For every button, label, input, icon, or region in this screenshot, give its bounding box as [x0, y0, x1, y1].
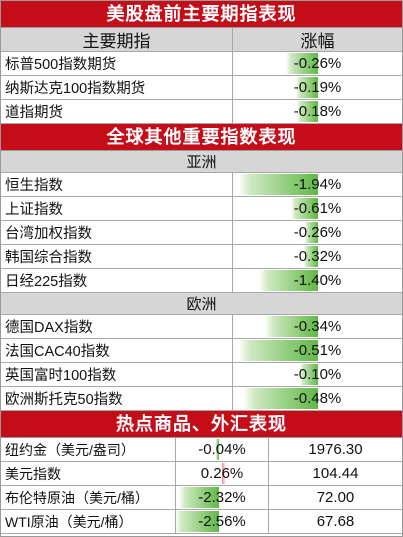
change-bar	[176, 511, 219, 532]
price-value: 72.00	[316, 489, 355, 506]
commodity-name: WTI原油（美元/桶）	[1, 510, 176, 533]
table-row: 法国CAC40指数 -0.51%	[1, 339, 402, 363]
index-name: 德国DAX指数	[1, 315, 233, 338]
index-name: 英国富时100指数	[1, 363, 233, 386]
change-bar	[259, 270, 318, 291]
change-bar	[265, 316, 318, 337]
change-cell: -1.40%	[233, 269, 402, 292]
change-value: -0.48%	[293, 390, 342, 407]
index-name: 台湾加权指数	[1, 221, 233, 244]
table-row: 标普500指数期货 -0.26%	[1, 52, 402, 76]
index-name: 法国CAC40指数	[1, 339, 233, 362]
table-row: 台湾加权指数 -0.26%	[1, 221, 402, 245]
change-cell: -1.94%	[233, 173, 402, 196]
table-row: 英国富时100指数 -0.10%	[1, 363, 402, 387]
change-bar	[286, 53, 318, 74]
change-value: 0.26%	[200, 465, 244, 482]
change-cell: -0.26%	[233, 52, 402, 75]
change-bar	[238, 174, 318, 195]
commodity-name: 纽约金（美元/盎司）	[1, 438, 176, 461]
change-cell: -0.32%	[233, 245, 402, 268]
change-value: -2.56%	[198, 513, 246, 530]
change-value: -0.51%	[293, 342, 342, 359]
index-name: 日经225指数	[1, 269, 233, 292]
table-row: 恒生指数 -1.94%	[1, 173, 402, 197]
index-name: 道指期货	[1, 100, 233, 123]
index-name: 欧洲斯托克50指数	[1, 387, 233, 410]
table-row: 上证指数 -0.61%	[1, 197, 402, 221]
table-row: 纽约金（美元/盎司） -0.04% 1976.30	[1, 438, 402, 462]
change-value: -0.34%	[293, 318, 342, 335]
change-cell: -2.32%	[176, 486, 269, 509]
change-cell: -0.34%	[233, 315, 402, 338]
asia-subheader: 亚洲	[1, 151, 402, 173]
change-cell: -0.61%	[233, 197, 402, 220]
table-row: 布伦特原油（美元/桶） -2.32% 72.00	[1, 486, 402, 510]
change-cell: -0.26%	[233, 221, 402, 244]
index-name: 恒生指数	[1, 173, 233, 196]
change-bar	[296, 77, 318, 98]
change-cell: -0.19%	[233, 76, 402, 99]
change-value: -0.61%	[293, 200, 342, 217]
change-value: -1.40%	[293, 272, 342, 289]
change-cell: -0.51%	[233, 339, 402, 362]
change-cell: -2.56%	[176, 510, 269, 533]
change-value: -0.18%	[293, 103, 342, 120]
change-bar	[291, 198, 318, 219]
table-row: 纳斯达克100指数期货 -0.19%	[1, 76, 402, 100]
table-row: 日经225指数 -1.40%	[1, 269, 402, 293]
change-bar	[238, 340, 318, 361]
change-value: -1.94%	[293, 176, 342, 193]
commodity-name: 布伦特原油（美元/桶）	[1, 486, 176, 509]
change-value: -0.32%	[293, 248, 342, 265]
index-name: 纳斯达克100指数期货	[1, 76, 233, 99]
change-cell: -0.04%	[176, 438, 269, 461]
change-bar	[216, 439, 219, 460]
table-row: 韩国综合指数 -0.32%	[1, 245, 402, 269]
change-value: -0.26%	[293, 224, 342, 241]
change-value: -0.19%	[293, 79, 342, 96]
change-bar	[222, 463, 226, 484]
europe-subheader: 欧洲	[1, 293, 402, 315]
table-row: 道指期货 -0.18%	[1, 100, 402, 124]
table-row: WTI原油（美元/桶） -2.56% 67.68	[1, 510, 402, 534]
commodity-section-title: 热点商品、外汇表现	[1, 411, 402, 438]
change-cell: -0.48%	[233, 387, 402, 410]
change-cell: 0.26%	[176, 462, 269, 485]
change-cell: -0.18%	[233, 100, 402, 123]
table-row: 欧洲斯托克50指数 -0.48%	[1, 387, 402, 411]
table-row: 德国DAX指数 -0.34%	[1, 315, 402, 339]
header-name: 主要期指	[1, 28, 233, 51]
change-bar	[304, 246, 318, 267]
index-name: 标普500指数期货	[1, 52, 233, 75]
us-header-row: 主要期指 涨幅	[1, 28, 402, 52]
index-name: 上证指数	[1, 197, 233, 220]
change-bar	[297, 101, 318, 122]
price-value: 104.44	[312, 465, 359, 482]
change-value: -0.26%	[293, 55, 342, 72]
price-value: 1976.30	[308, 441, 363, 458]
change-bar	[305, 222, 318, 243]
change-value: -0.10%	[293, 366, 342, 383]
change-value: -0.04%	[198, 441, 246, 458]
header-change: 涨幅	[300, 32, 335, 51]
change-bar	[179, 487, 219, 508]
global-section-title: 全球其他重要指数表现	[1, 124, 402, 151]
change-value: -2.32%	[198, 489, 246, 506]
price-value: 67.68	[316, 513, 355, 530]
table-row: 美元指数 0.26% 104.44	[1, 462, 402, 486]
change-bar	[243, 388, 318, 409]
change-cell: -0.10%	[233, 363, 402, 386]
us-section-title: 美股盘前主要期指表现	[1, 1, 402, 28]
index-name: 韩国综合指数	[1, 245, 233, 268]
change-bar	[300, 364, 318, 385]
commodity-name: 美元指数	[1, 462, 176, 485]
